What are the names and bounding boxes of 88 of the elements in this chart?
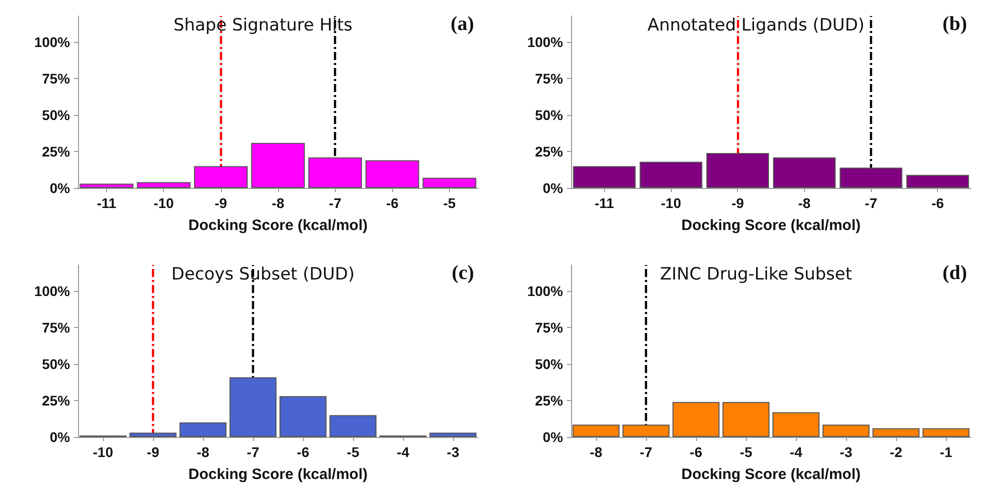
bar — [422, 178, 476, 188]
y-tick-label: 100% — [34, 283, 71, 300]
bar — [230, 377, 276, 437]
bar — [80, 184, 134, 188]
bar — [365, 160, 420, 188]
x-tick-label: -5 — [346, 444, 360, 460]
x-axis-title: Docking Score (kcal/mol) — [188, 466, 368, 483]
bar — [922, 428, 970, 437]
x-tick-label: -8 — [590, 444, 602, 460]
bar — [622, 424, 670, 437]
x-tick-label: -10 — [92, 444, 114, 460]
y-tick-label: 0% — [542, 429, 564, 445]
bar — [136, 182, 191, 188]
x-tick-label: -9 — [214, 195, 228, 211]
bar — [640, 162, 702, 188]
bar — [906, 174, 969, 188]
bar — [840, 168, 902, 188]
bar — [872, 428, 920, 437]
bar — [773, 157, 836, 188]
y-tick-label: 25% — [534, 392, 564, 409]
bar — [772, 412, 820, 437]
bar — [130, 432, 176, 437]
y-tick-label: 0% — [50, 429, 71, 445]
x-tick-label: -7 — [246, 444, 260, 460]
y-tick-label: 75% — [42, 320, 71, 336]
y-tick-label: 50% — [534, 107, 564, 124]
x-tick-label: -2 — [890, 444, 902, 460]
x-tick-label: -4 — [790, 444, 802, 460]
x-tick-label: -3 — [840, 444, 852, 460]
bar — [572, 424, 620, 437]
bar — [308, 157, 362, 188]
y-tick-label: 75% — [534, 70, 564, 87]
y-tick-label: 0% — [542, 180, 564, 196]
y-tick-label: 100% — [34, 34, 71, 50]
x-tick-label: -8 — [272, 195, 284, 211]
bar — [822, 424, 870, 437]
x-axis-title: Docking Score (kcal/mol) — [681, 217, 861, 234]
bar — [706, 153, 769, 188]
y-tick-label: 50% — [42, 107, 71, 124]
bar — [194, 166, 248, 188]
x-tick-label: -9 — [731, 195, 744, 211]
y-tick-label: 100% — [527, 283, 564, 300]
x-tick-label: -3 — [446, 444, 460, 460]
x-tick-label: -1 — [940, 444, 952, 460]
bar — [722, 402, 770, 437]
bar — [180, 422, 226, 437]
x-tick-label: -6 — [386, 195, 399, 211]
x-tick-label: -4 — [396, 444, 410, 460]
bar — [251, 142, 305, 188]
bar — [672, 402, 720, 437]
y-tick-label: 25% — [42, 392, 71, 409]
x-tick-label: -7 — [640, 444, 652, 460]
y-tick-label: 75% — [42, 70, 71, 87]
bar — [430, 432, 476, 437]
chart-title: Annotated Ligands (DUD) — [647, 16, 865, 36]
x-tick-label: -5 — [443, 195, 456, 211]
y-tick-label: 50% — [534, 356, 564, 372]
annotation: (b) — [942, 13, 968, 35]
x-tick-label: -8 — [798, 195, 811, 211]
x-tick-label: -7 — [864, 195, 878, 211]
x-tick-label: -5 — [740, 444, 752, 460]
x-axis-title: Docking Score (kcal/mol) — [681, 466, 861, 483]
y-tick-label: 0% — [50, 180, 71, 196]
bar — [280, 396, 326, 437]
x-tick-label: -7 — [328, 195, 342, 211]
annotation: (d) — [942, 262, 968, 284]
x-axis-title: Docking Score (kcal/mol) — [188, 217, 368, 234]
y-tick-label: 25% — [534, 144, 564, 160]
chart-title: Shape Signature Hits — [173, 16, 353, 36]
x-tick-label: -6 — [690, 444, 702, 460]
x-tick-label: -10 — [154, 195, 174, 211]
x-tick-label: -11 — [594, 195, 614, 211]
y-tick-label: 25% — [42, 144, 71, 160]
x-tick-label: -6 — [931, 195, 944, 211]
x-tick-label: -11 — [96, 195, 117, 211]
bar — [330, 415, 376, 437]
x-tick-label: -8 — [196, 444, 210, 460]
y-tick-label: 75% — [534, 320, 564, 336]
bar — [573, 166, 636, 188]
annotation: (a) — [450, 13, 474, 35]
y-tick-label: 100% — [527, 34, 564, 50]
annotation: (c) — [452, 262, 474, 284]
x-tick-label: -6 — [296, 444, 310, 460]
x-tick-label: -9 — [146, 444, 160, 460]
x-tick-label: -10 — [660, 195, 682, 211]
y-tick-label: 50% — [42, 356, 71, 372]
chart-title: ZINC Drug-Like Subset — [660, 264, 852, 284]
chart-title: Decoys Subset (DUD) — [171, 264, 355, 284]
